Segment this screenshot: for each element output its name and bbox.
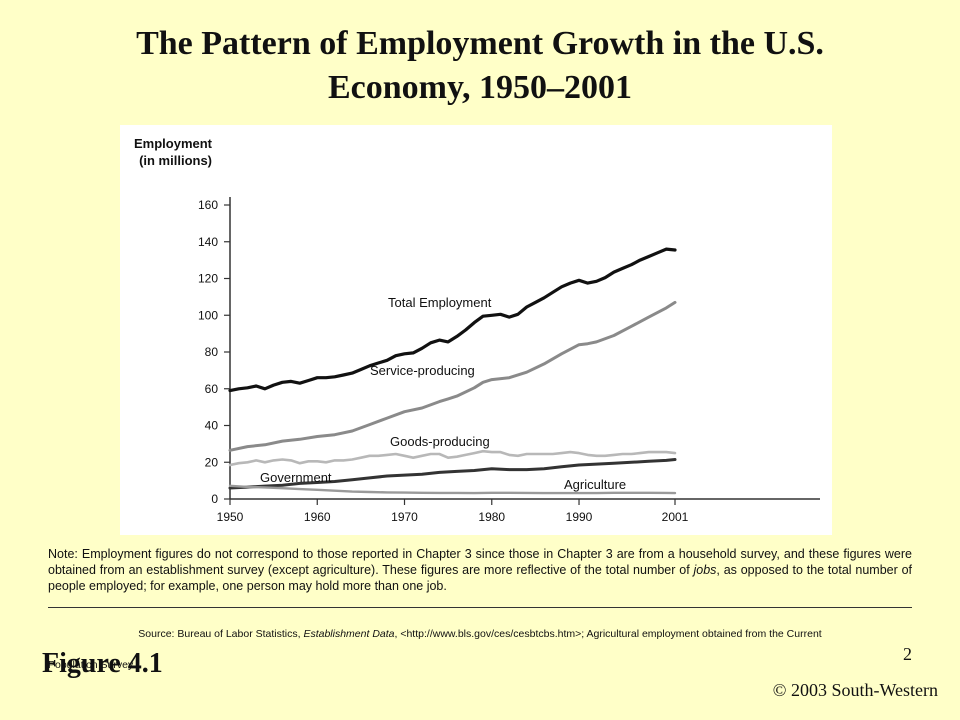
source-emphasis: Establishment Data	[303, 628, 395, 640]
page-number: 2	[903, 644, 912, 664]
chart-source: Source: Bureau of Labor Statistics, Esta…	[48, 628, 912, 641]
x-tick-label: 1960	[304, 510, 331, 524]
series-line-government	[228, 458, 677, 490]
series-label-goods-producing: Goods-producing	[390, 434, 490, 449]
y-axis-title-line-2: (in millions)	[139, 153, 213, 168]
series-label-government: Government	[260, 470, 332, 485]
axes: 0 20 40 60 80 100 120 140 160 1950 1960 1970 1980 199…	[198, 197, 820, 524]
x-tick-label: 2001	[662, 510, 689, 524]
y-axis-title-line-1: Employment	[134, 136, 213, 151]
series-lines	[228, 247, 677, 495]
y-tick-label: 100	[198, 308, 218, 322]
x-tick-label: 1950	[217, 510, 244, 524]
y-tick-label: 80	[205, 345, 219, 359]
figure-label: Figure 4.1	[42, 648, 163, 679]
chart-note: Note: Employment figures do not correspo…	[48, 546, 912, 594]
x-tick-label: 1970	[391, 510, 418, 524]
slide-title-line-1: The Pattern of Employment Growth in the …	[136, 25, 824, 62]
note-divider	[48, 607, 912, 608]
y-tick-label: 140	[198, 235, 218, 249]
y-tick-label: 60	[205, 382, 219, 396]
note-emphasis: jobs	[693, 563, 717, 577]
series-label-total-employment: Total Employment	[388, 295, 492, 310]
series-line-goods-producing	[228, 449, 677, 467]
series-labels: Total Employment Service-producing Goods…	[260, 295, 626, 492]
y-tick-label: 20	[205, 455, 219, 469]
y-tick-label: 40	[205, 419, 219, 433]
note-text-tail: , as opposed to the total number of peop…	[48, 563, 912, 593]
note-text: Note: Employment figures do not correspo…	[48, 547, 912, 577]
employment-line-chart: 0 20 40 60 80 100 120 140 160 1950 1960 1970 1980 199…	[198, 197, 820, 524]
source-overflow-text: Population Survey	[48, 659, 134, 671]
series-label-service-producing: Service-producing	[370, 363, 475, 378]
copyright-notice: © 2003 South-Western	[772, 680, 938, 700]
series-line-agriculture	[228, 484, 677, 495]
x-tick-label: 1980	[478, 510, 505, 524]
series-label-agriculture: Agriculture	[564, 477, 626, 492]
y-tick-label: 160	[198, 198, 218, 212]
x-tick-label: 1990	[566, 510, 593, 524]
source-text-tail: , <http://www.bls.gov/ces/cesbtcbs.htm>;…	[394, 628, 822, 640]
y-tick-label: 120	[198, 272, 218, 286]
y-tick-label: 0	[211, 492, 218, 506]
slide-title-line-2: Economy, 1950–2001	[327, 69, 633, 106]
chart-panel: Employment (in millions) 0 20 40 60 80 100 120…	[120, 125, 832, 535]
series-line-service-producing	[228, 300, 677, 452]
source-text: Source: Bureau of Labor Statistics,	[138, 628, 304, 640]
series-line-total-employment	[228, 247, 677, 393]
slide-title: The Pattern of Employment Growth in the …	[0, 22, 960, 110]
y-axis-title: Employment (in millions)	[134, 135, 212, 169]
